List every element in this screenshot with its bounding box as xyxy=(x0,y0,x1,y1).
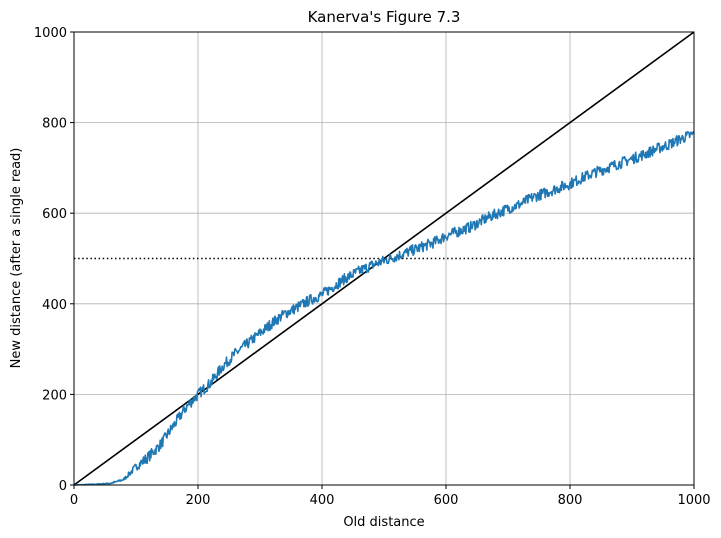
series-line xyxy=(73,130,695,486)
chart-title: Kanerva's Figure 7.3 xyxy=(308,8,461,26)
identity-line xyxy=(73,31,695,486)
x-tick-label: 400 xyxy=(310,493,335,508)
series xyxy=(73,130,695,486)
y-tick-label: 800 xyxy=(42,117,67,132)
x-tick-label: 200 xyxy=(186,493,211,508)
y-tick-label: 400 xyxy=(42,298,67,313)
y-tick-label: 0 xyxy=(59,479,67,494)
reference-lines xyxy=(73,31,695,486)
y-tick-label: 1000 xyxy=(34,26,67,41)
x-tick-label: 0 xyxy=(70,493,78,508)
x-tick-label: 800 xyxy=(558,493,583,508)
ticks: 0 200 400 600 800 1000 0 200 400 600 800 1000 xyxy=(34,26,711,508)
y-tick-label: 200 xyxy=(42,388,67,403)
x-axis-label: Old distance xyxy=(343,515,424,530)
plot-frame xyxy=(73,31,695,486)
y-tick-label: 600 xyxy=(42,207,67,222)
x-tick-label: 1000 xyxy=(677,493,710,508)
x-tick-label: 600 xyxy=(434,493,459,508)
y-axis-label: New distance (after a single read) xyxy=(9,148,24,369)
